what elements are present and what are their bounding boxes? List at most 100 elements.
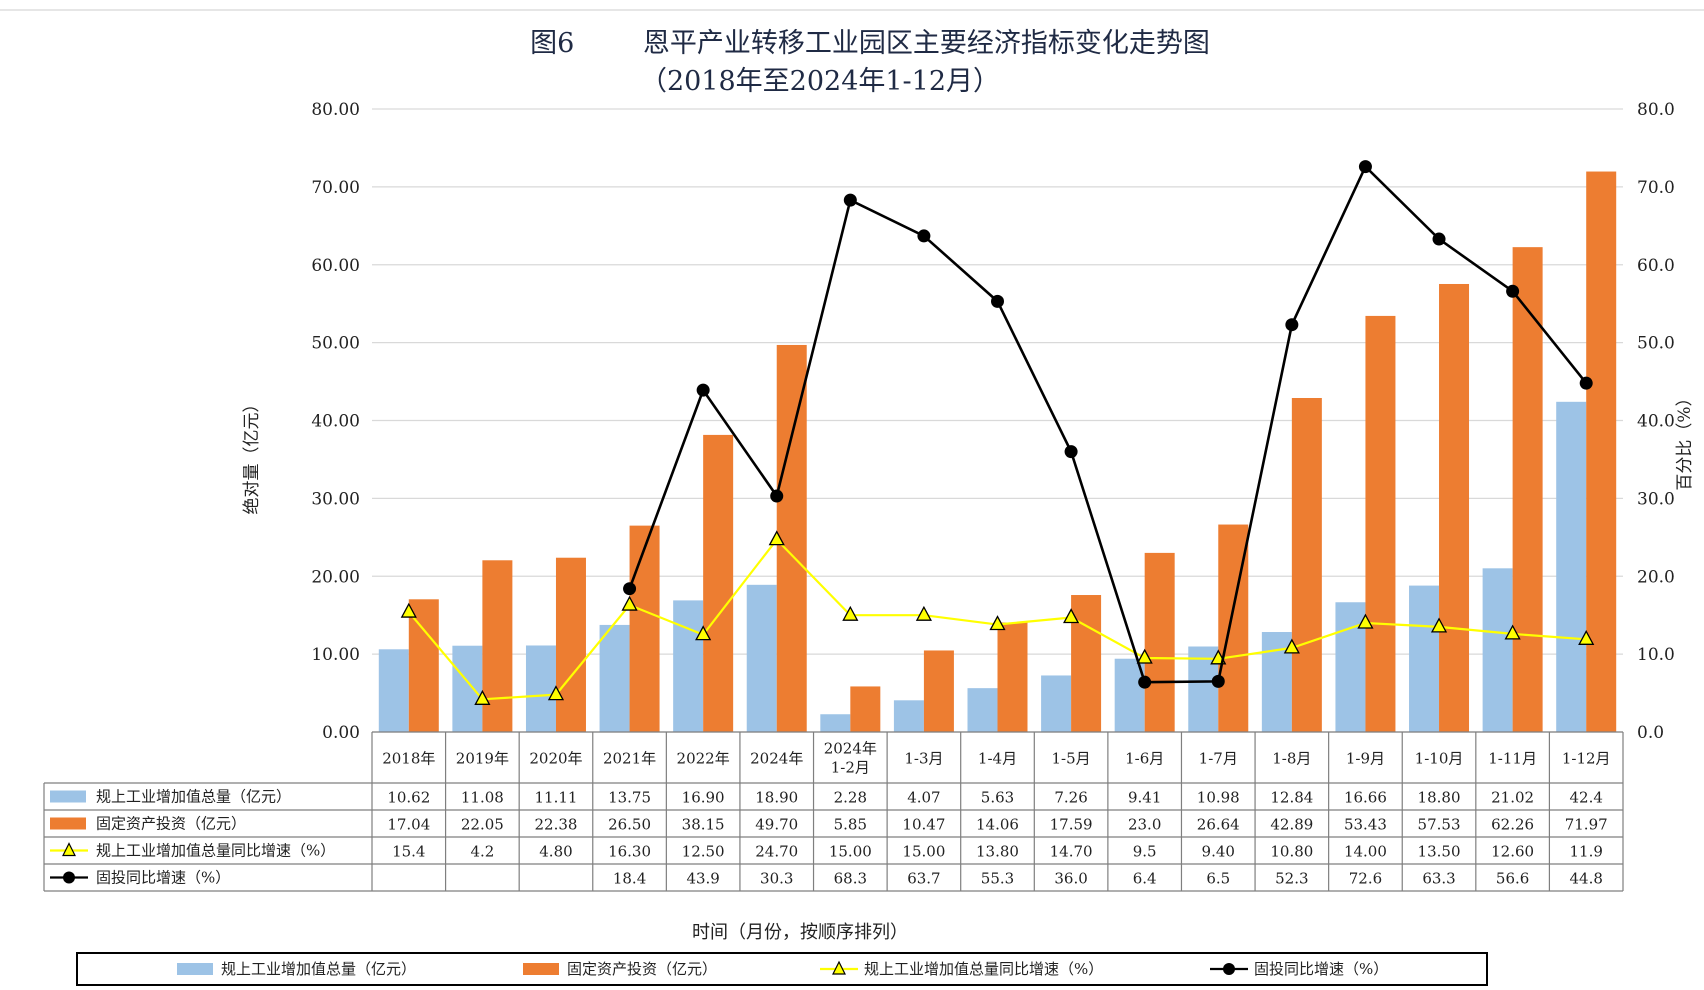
point [1506,284,1520,298]
bar [673,600,704,732]
left-tick-label: 0.00 [322,723,360,743]
point [1358,160,1372,174]
point [843,193,857,207]
category-label: 2022年 [677,750,730,768]
right-tick-label: 30.0 [1637,489,1675,509]
category-label: 1-9月 [1346,750,1385,768]
data-cell: 14.06 [976,816,1019,834]
right-axis-label: 百分比（%） [1675,389,1695,490]
data-cell: 5.85 [834,816,867,834]
data-cell: 11.08 [461,789,504,807]
bar [1335,602,1366,732]
data-cell: 18.4 [613,870,646,888]
point [1138,675,1152,689]
data-cell: 18.90 [755,789,798,807]
point [1063,608,1080,624]
point [917,229,931,243]
data-cell: 16.66 [1344,789,1387,807]
bar [452,645,483,732]
point [1357,613,1374,629]
bar [1556,401,1587,732]
point [915,605,932,621]
legend-label: 规上工业增加值总量（亿元） [221,960,416,978]
bar [555,557,586,732]
data-cell: 13.80 [976,843,1019,861]
row-label: 固定资产投资（亿元） [96,815,246,833]
legend-key [523,963,559,975]
data-cell: 30.3 [760,870,793,888]
category-label: 2021年 [603,750,656,768]
point [991,294,1004,308]
axis-ticks: 0.00 10.00 20.00 30.00 40.00 50.00 60.00 70.00 8… [311,100,1675,743]
data-cell: 42.89 [1270,816,1313,834]
data-cell: 10.62 [387,789,430,807]
data-cell: 4.07 [907,789,940,807]
bar [1439,283,1470,732]
legend-label: 规上工业增加值总量同比增速（%） [864,960,1103,978]
left-tick-label: 60.00 [311,256,360,276]
bar [1114,658,1145,732]
bar [1291,397,1322,732]
data-cell: 17.04 [387,816,430,834]
legend-key [50,790,86,803]
data-cell: 12.84 [1270,789,1313,807]
legend-box [76,952,1488,986]
chart-subtitle: （2018年至2024年1-12月） [640,66,1000,97]
legend-key [62,842,76,857]
bar [1482,568,1513,732]
left-tick-label: 40.00 [311,412,360,432]
row-label: 规上工业增加值总量同比增速（%） [96,842,335,860]
point [621,595,638,611]
row-label: 固投同比增速（%） [96,869,230,887]
point [1432,232,1446,246]
bar [1041,675,1072,732]
category-label: 2024年 1-2月 [824,740,877,777]
data-cell: 16.30 [608,843,651,861]
legend-key [63,871,75,884]
category-label: 1-3月 [904,750,943,768]
point [1136,648,1153,664]
data-cell: 72.6 [1349,870,1382,888]
data-cell: 22.38 [534,816,577,834]
bar [746,584,777,732]
bar [1071,595,1102,732]
category-label: 2019年 [456,750,509,768]
legend-label: 固投同比增速（%） [1254,960,1388,978]
left-axis-label: 绝对量（亿元） [242,396,262,515]
point [1283,638,1300,654]
point [1504,624,1521,640]
series-line [628,164,1588,684]
right-tick-label: 0.0 [1637,723,1664,743]
point [1578,629,1595,645]
data-cell: 68.3 [834,870,867,888]
point [623,582,637,596]
data-cell: 71.97 [1565,816,1608,834]
point [1064,445,1078,459]
right-tick-label: 60.0 [1637,256,1675,276]
row-label: 规上工业增加值总量（亿元） [96,788,291,806]
data-cell: 9.5 [1133,843,1157,861]
point [696,383,710,397]
point [1285,318,1299,332]
bar [599,624,630,732]
data-cell: 9.41 [1128,789,1161,807]
category-label: 1-12月 [1562,750,1611,768]
left-tick-label: 70.00 [311,178,360,198]
data-cell: 5.63 [981,789,1014,807]
legend-key [50,817,86,830]
legend: 规上工业增加值总量（亿元） 固定资产投资（亿元） 规上工业增加值总量同比增速（%） 固… [76,952,1488,986]
bar [482,560,513,732]
data-cell: 44.8 [1570,870,1603,888]
data-cell: 56.6 [1496,870,1529,888]
category-label: 1-6月 [1125,750,1164,768]
bar [1365,315,1396,732]
bar [1586,171,1617,732]
point [768,530,785,546]
category-label: 1-8月 [1272,750,1311,768]
data-cell: 14.00 [1344,843,1387,861]
data-cell: 24.70 [755,843,798,861]
data-cell: 16.90 [682,789,725,807]
category-label: 1-10月 [1415,750,1464,768]
right-tick-label: 10.0 [1637,645,1675,665]
